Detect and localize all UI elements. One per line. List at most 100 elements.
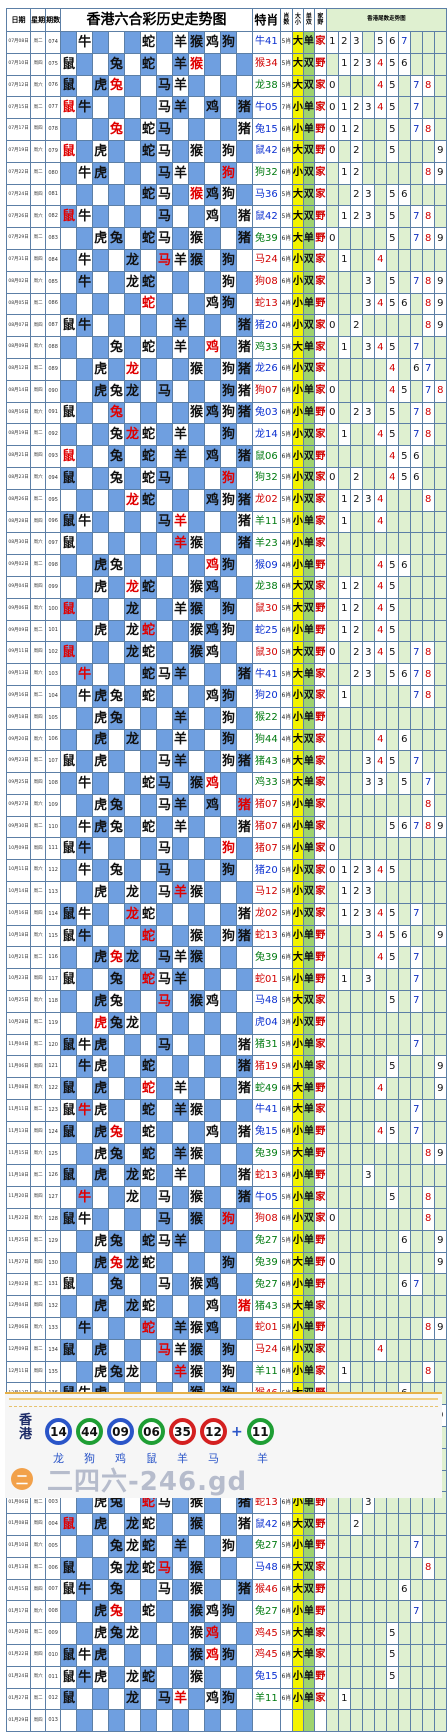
zodiac-cell-7 (156, 1665, 173, 1689)
tail-digit-0: 0 (325, 401, 339, 425)
table-row: 09月20日 周六 106 虎龙羊狗狗44 4肖大双家 4 6 (5, 728, 447, 752)
tail-digit-8 (421, 1033, 435, 1057)
zodiac-cell-2: 牛 (76, 924, 94, 948)
row-weekday: 周二 (30, 227, 47, 250)
zodiac-cell-2 (76, 750, 94, 774)
zodiac-cell-8 (172, 1033, 189, 1057)
zodiac-cell-5 (124, 1317, 142, 1340)
home-wild: 野 (313, 597, 327, 621)
tail-digit-6 (397, 1120, 411, 1144)
zodiac-cell-6 (140, 1338, 158, 1362)
tail-digit-6 (397, 1338, 411, 1362)
zodiac-cell-10 (203, 663, 221, 686)
zodiac-cell-2 (76, 1164, 94, 1188)
tail-digit-4 (373, 1011, 387, 1035)
tail-digit-3: 3 (361, 968, 375, 992)
tail-digit-7 (409, 575, 423, 599)
tail-digit-1 (337, 663, 351, 686)
zodiac-cell-4: 兔 (108, 74, 126, 98)
zodiac-cell-5: 龙 (124, 728, 142, 752)
zodiac-cell-4: 兔 (108, 815, 126, 839)
zodiac-cell-4 (108, 837, 126, 861)
tail-digit-4 (373, 1251, 387, 1275)
tail-digit-5 (385, 1295, 399, 1319)
tail-digit-3 (361, 1556, 375, 1580)
zodiac-cell-5 (124, 1709, 142, 1732)
zodiac-cell-4: 兔 (108, 1556, 126, 1580)
big-small: 小 (291, 292, 304, 316)
zodiac-cell-1: 鼠 (60, 96, 78, 120)
zodiac-cell-6: 蛇 (140, 423, 158, 447)
table-row: 09月23日 周二 107 鼠虎马羊狗猪猪43 6肖大单家 3 4 5 7 (5, 750, 447, 774)
zodiac-cell-7: 马 (156, 859, 173, 883)
tail-digit-5 (385, 1251, 399, 1275)
row-date: 09月23日 (5, 750, 32, 774)
row-date: 07月15日 (5, 96, 32, 120)
zodiac-cell-4 (108, 1513, 126, 1536)
big-small: 小 (291, 379, 304, 403)
zodiac-cell-10 (203, 946, 221, 970)
zodiac-cell-7 (156, 815, 173, 839)
zodiac-cell-8 (172, 1295, 189, 1319)
home-wild: 家 (313, 270, 327, 294)
big-small: 大 (291, 52, 304, 76)
zodiac-cell-6: 蛇 (140, 1099, 158, 1122)
row-date: 10月14日 (5, 881, 32, 904)
tail-digit-1 (337, 74, 351, 98)
zodiac-cell-8: 羊 (172, 793, 189, 817)
zodiac-cell-5: 龙 (124, 1534, 142, 1558)
tail-digit-4 (373, 379, 387, 403)
tail-digit-8 (421, 1011, 435, 1035)
tail-digit-5: 5 (385, 270, 399, 294)
zodiac-cell-2: 牛 (76, 1033, 94, 1057)
head-count: 4肖 (279, 532, 293, 556)
row-issue: 120 (45, 1033, 62, 1057)
tail-digit-8: 7 (421, 772, 435, 795)
chart-title: 香港六合彩历史走势图 (60, 8, 253, 32)
odd-even: 双 (302, 139, 315, 163)
zodiac-cell-10 (203, 357, 221, 381)
row-issue: 094 (45, 466, 62, 490)
zodiac-cell-2 (76, 968, 94, 992)
zodiac-cell-10: 鸡 (203, 31, 221, 54)
head-count: 5肖 (279, 31, 293, 54)
zodiac-cell-3 (92, 270, 110, 294)
special-zodiac: 鼠06 (251, 445, 281, 468)
ball-zodiac: 狗 (84, 1452, 95, 1465)
odd-even: 单 (302, 1186, 315, 1210)
zodiac-cell-10 (203, 597, 221, 621)
header-date: 日期 (5, 8, 32, 32)
zodiac-cell-1 (60, 183, 78, 207)
tail-digit-4 (373, 270, 387, 294)
row-date: 08月28日 (5, 510, 32, 534)
home-wild: 野 (313, 52, 327, 76)
special-zodiac: 马24 (251, 248, 281, 272)
zodiac-cell-5 (124, 1142, 142, 1166)
tail-digit-4: 4 (373, 1077, 387, 1101)
zodiac-cell-1: 鼠 (60, 968, 78, 992)
zodiac-cell-5: 龙 (124, 1186, 142, 1210)
odd-even: 单 (302, 1142, 315, 1166)
zodiac-cell-8 (172, 1011, 189, 1035)
tail-digit-7: 7 (409, 750, 423, 774)
tail-digit-6 (397, 1600, 411, 1624)
zodiac-cell-1 (60, 684, 78, 708)
zodiac-cell-7 (156, 1317, 173, 1340)
zodiac-cell-5: 龙 (124, 379, 142, 403)
tail-digit-1 (337, 357, 351, 381)
zodiac-cell-1 (60, 292, 78, 316)
tail-digit-2 (349, 1600, 363, 1624)
tail-digit-0 (325, 357, 339, 381)
tail-digit-8 (421, 52, 435, 76)
odd-even: 双 (302, 881, 315, 904)
tail-digit-6 (397, 597, 411, 621)
zodiac-cell-10: 鸡 (203, 772, 221, 795)
row-date: 09月04日 (5, 575, 32, 599)
table-row: 11月27日 周四 130 虎兔龙蛇狗兔39 6肖大单野 0 9 (5, 1251, 447, 1275)
row-issue: 079 (45, 139, 62, 163)
zodiac-cell-10: 鸡 (203, 1295, 221, 1319)
tail-digit-8 (421, 1273, 435, 1297)
zodiac-cell-4: 兔 (108, 336, 126, 359)
tail-digit-0 (325, 554, 339, 577)
home-wild: 家 (313, 1687, 327, 1711)
